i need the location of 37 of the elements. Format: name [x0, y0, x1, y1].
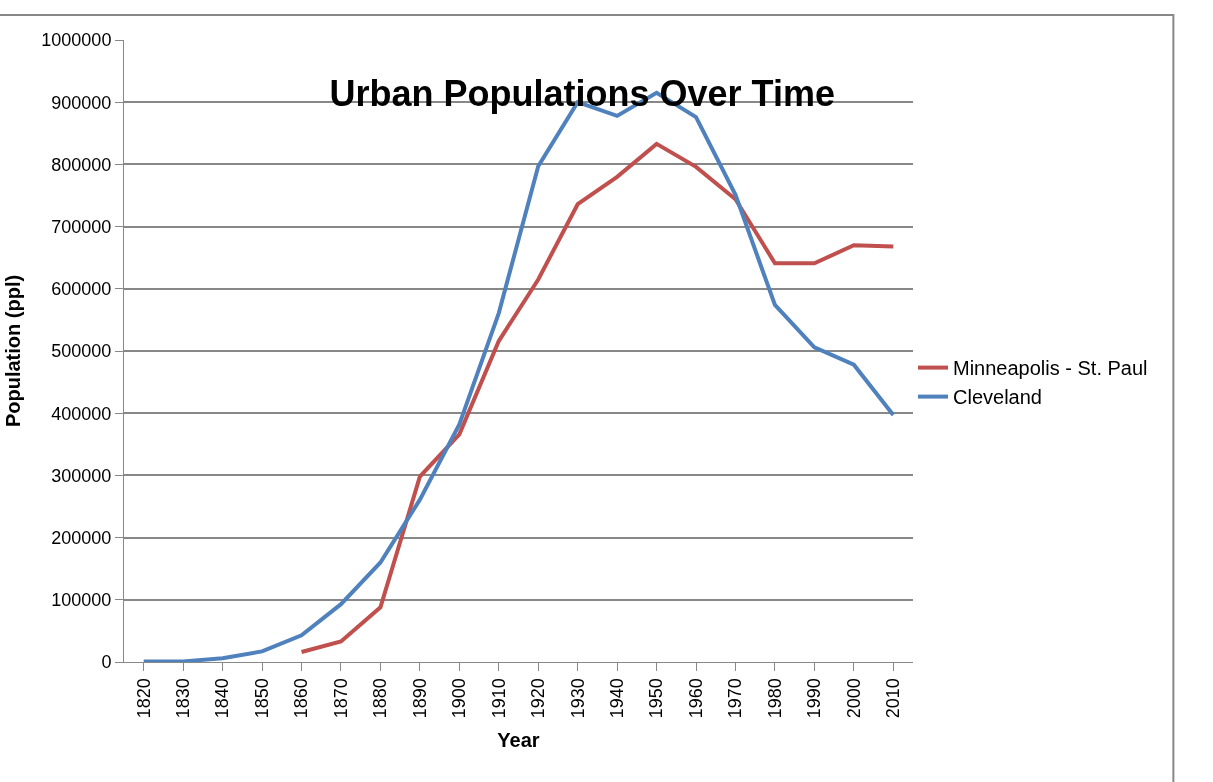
y-tick-label: 300000: [51, 465, 112, 486]
y-tick-label: 900000: [51, 92, 112, 113]
x-tick-label: 1820: [133, 678, 154, 719]
x-tick-label: 1860: [291, 678, 312, 719]
legend-label: Minneapolis - St. Paul: [953, 357, 1148, 380]
x-tick-label: 1880: [370, 678, 391, 719]
x-axis-title: Year: [497, 728, 540, 751]
y-tick-label: 400000: [51, 403, 112, 424]
y-tick-label: 100000: [51, 590, 112, 611]
y-tick-label: 700000: [51, 216, 112, 237]
x-tick-label: 1890: [409, 678, 430, 719]
x-tick-label: 1900: [449, 678, 470, 719]
x-tick-label: 1960: [685, 678, 706, 719]
x-tick-label: 1980: [764, 678, 785, 719]
y-tick-label: 600000: [51, 279, 112, 300]
x-tick-label: 1940: [606, 678, 627, 719]
legend-label: Cleveland: [953, 386, 1042, 409]
x-tick-label: 2010: [883, 678, 904, 719]
y-tick-label: 800000: [51, 154, 112, 175]
x-tick-label: 1830: [173, 678, 194, 719]
x-tick-label: 1930: [567, 678, 588, 719]
y-axis-title: Population (ppl): [1, 274, 24, 428]
x-tick-label: 1870: [330, 678, 351, 719]
y-tick-label: 200000: [51, 527, 112, 548]
text: Urban Populations Over Time: [329, 73, 835, 115]
y-tick-label: 500000: [51, 341, 112, 362]
x-tick-label: 1970: [725, 678, 746, 719]
y-tick-label: 0: [101, 652, 112, 673]
x-tick-label: 1950: [646, 678, 667, 719]
x-tick-label: 1920: [528, 678, 549, 719]
x-tick-label: 2000: [843, 678, 864, 719]
line-series: [299, 141, 896, 655]
y-tick-label: 1000000: [41, 30, 112, 51]
x-tick-label: 1910: [488, 678, 509, 719]
x-tick-label: 1990: [804, 678, 825, 719]
x-tick-label: 1840: [212, 678, 233, 719]
x-tick-label: 1850: [251, 678, 272, 719]
